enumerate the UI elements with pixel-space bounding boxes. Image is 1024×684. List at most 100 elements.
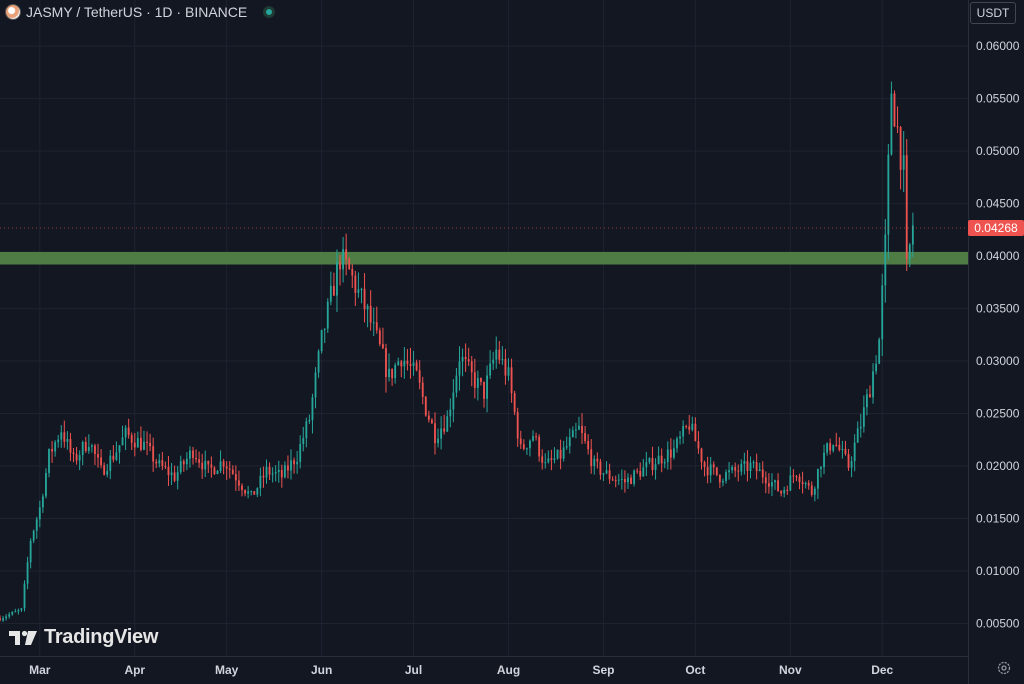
- candle: [48, 448, 50, 478]
- candle: [755, 453, 758, 480]
- candle: [838, 437, 841, 452]
- candle-body: [81, 441, 84, 456]
- candle: [862, 395, 865, 433]
- candle-body: [418, 370, 421, 383]
- candle: [556, 449, 559, 460]
- candle: [357, 272, 360, 298]
- currency-unit-label[interactable]: USDT: [970, 2, 1016, 24]
- candle: [764, 471, 767, 494]
- candle-body: [213, 467, 216, 475]
- candle-body: [896, 126, 899, 128]
- candle-body: [366, 305, 369, 310]
- candle-body: [679, 436, 681, 439]
- candle: [596, 452, 599, 469]
- candle-body: [277, 469, 280, 473]
- candle: [81, 440, 84, 466]
- candle: [823, 444, 825, 475]
- candle-body: [360, 288, 363, 290]
- candle: [519, 430, 522, 449]
- candle: [810, 481, 813, 497]
- candle-body: [415, 362, 418, 371]
- candle-body: [329, 285, 332, 302]
- candle-body: [728, 470, 730, 473]
- candle: [507, 358, 510, 381]
- candle-body: [556, 449, 559, 459]
- candle: [112, 445, 115, 463]
- candle-body: [234, 474, 237, 481]
- candle-body: [715, 467, 718, 475]
- candle: [657, 446, 660, 465]
- candle: [452, 379, 455, 423]
- candle: [483, 381, 485, 408]
- candle: [587, 434, 590, 455]
- candle-body: [694, 423, 697, 442]
- candle-body: [60, 432, 63, 440]
- symbol-title[interactable]: JASMY / TetherUS · 1D · BINANCE: [26, 4, 248, 20]
- candle: [541, 449, 544, 470]
- candle-body: [544, 462, 547, 464]
- candle-body: [685, 426, 688, 428]
- candle-body: [783, 489, 786, 494]
- candle: [207, 460, 210, 473]
- candle: [431, 418, 433, 424]
- candle-body: [216, 470, 219, 475]
- y-tick-label: 0.01000: [976, 564, 1020, 578]
- candle: [752, 460, 755, 469]
- candle-body: [130, 435, 133, 443]
- candle: [905, 139, 908, 271]
- candle-body: [458, 361, 461, 376]
- tradingview-brand: TradingView: [44, 626, 159, 648]
- candle-body: [590, 449, 593, 467]
- candle-body: [262, 475, 265, 478]
- candle: [115, 441, 118, 462]
- candle: [816, 468, 819, 500]
- candle-body: [63, 432, 66, 442]
- candle: [54, 440, 57, 457]
- candle: [574, 422, 577, 439]
- candle: [804, 481, 807, 489]
- candle-body: [336, 262, 338, 296]
- candle: [682, 420, 685, 444]
- candle: [170, 463, 173, 486]
- candle: [244, 489, 246, 497]
- candle: [329, 271, 332, 306]
- candle-body: [317, 351, 320, 373]
- candle: [90, 443, 93, 453]
- candle-body: [832, 444, 835, 451]
- candle: [795, 474, 798, 482]
- candle-body: [14, 611, 17, 613]
- candle-body: [173, 472, 176, 481]
- candle-body: [648, 458, 651, 463]
- gear-icon[interactable]: [996, 660, 1012, 676]
- x-tick-label: May: [215, 663, 239, 677]
- candle: [728, 462, 730, 480]
- candle: [323, 328, 326, 343]
- candle-body: [2, 618, 4, 621]
- candle-body: [280, 469, 283, 478]
- candle-body: [578, 425, 580, 430]
- candle: [544, 453, 547, 469]
- candle-body: [709, 464, 712, 476]
- candle-body: [688, 426, 691, 430]
- x-tick-label: Jul: [405, 663, 422, 677]
- candle-body: [881, 285, 884, 340]
- candle-body: [541, 456, 544, 463]
- candle-body: [412, 362, 415, 366]
- candle: [562, 440, 565, 462]
- candle-body: [758, 469, 761, 472]
- candle-body: [167, 466, 170, 476]
- candle-body: [801, 482, 804, 485]
- candle-body: [722, 480, 724, 483]
- candle: [305, 417, 308, 448]
- candle-body: [54, 442, 57, 452]
- candle: [813, 486, 816, 502]
- candle-body: [767, 483, 770, 487]
- candle-body: [504, 359, 507, 376]
- candle: [614, 475, 617, 488]
- x-tick-label: Apr: [124, 663, 145, 677]
- candle: [20, 607, 23, 612]
- candle: [253, 491, 256, 495]
- candle: [222, 458, 225, 475]
- candle-body: [241, 485, 243, 491]
